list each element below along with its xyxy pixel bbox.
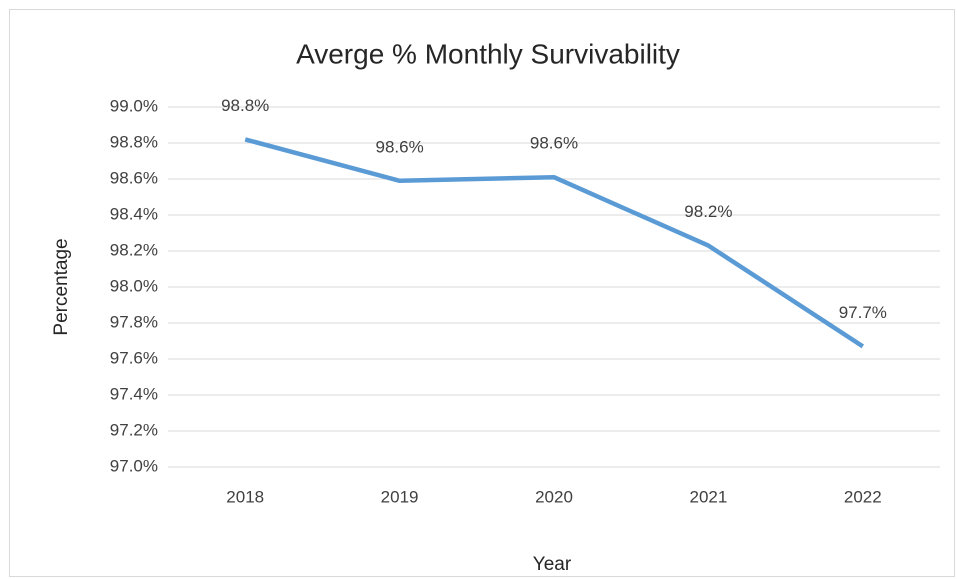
y-tick-label: 98.2% — [110, 240, 158, 259]
x-axis-title: Year — [533, 554, 572, 575]
x-tick-label: 2018 — [226, 487, 264, 506]
y-tick-label: 97.2% — [110, 420, 158, 439]
x-tick-label: 2019 — [381, 487, 419, 506]
y-tick-label: 97.0% — [110, 456, 158, 475]
y-tick-label: 97.4% — [110, 384, 158, 403]
line — [244, 137, 865, 349]
data-label: 97.7% — [839, 303, 887, 322]
data-label: 98.6% — [375, 137, 423, 156]
data-label: 98.6% — [530, 134, 578, 153]
chart-title: Averge % Monthly Survivability — [296, 38, 680, 69]
chart-border — [9, 9, 955, 577]
y-tick-label: 98.4% — [110, 204, 158, 223]
x-tick-label: 2020 — [535, 487, 573, 506]
y-axis-title: Percentage — [51, 238, 72, 335]
x-tick-label: 2021 — [689, 487, 727, 506]
data-label: 98.2% — [684, 202, 732, 221]
y-tick-label: 98.6% — [110, 168, 158, 187]
y-tick-label: 99.0% — [110, 96, 158, 115]
y-tick-label: 98.8% — [110, 132, 158, 151]
y-tick-label: 98.0% — [110, 276, 158, 295]
x-tick-label: 2022 — [844, 487, 882, 506]
y-tick-label: 97.8% — [110, 312, 158, 331]
data-label: 98.8% — [221, 96, 269, 115]
y-tick-label: 97.6% — [110, 348, 158, 367]
